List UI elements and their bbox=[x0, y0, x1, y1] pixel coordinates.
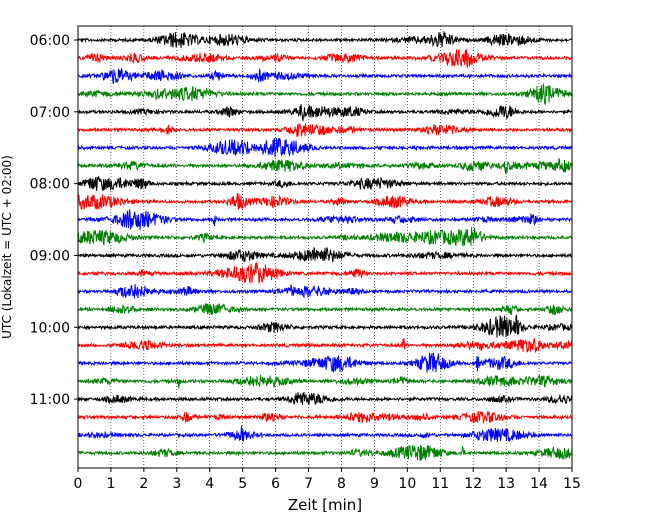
y-tick-label: 10:00 bbox=[30, 320, 70, 336]
x-tick-label: 3 bbox=[172, 476, 181, 492]
trace-0645 bbox=[77, 83, 573, 106]
x-tick-label: 12 bbox=[464, 476, 482, 492]
trace-0830 bbox=[77, 209, 573, 230]
x-tick-label: 14 bbox=[530, 476, 548, 492]
y-axis-ticks: 06:00 07:00 08:00 09:00 10:00 11:00 bbox=[30, 33, 78, 408]
plot-frame bbox=[77, 25, 573, 469]
trace-0700 bbox=[77, 104, 573, 122]
trace-1145 bbox=[77, 444, 573, 461]
y-tick-label: 11:00 bbox=[30, 392, 70, 408]
trace-0730 bbox=[77, 137, 573, 158]
trace-0900 bbox=[77, 246, 573, 263]
x-tick-label: 1 bbox=[106, 476, 115, 492]
trace-1015 bbox=[77, 337, 573, 353]
x-tick-label: 15 bbox=[563, 476, 581, 492]
trace-1045 bbox=[77, 374, 573, 389]
x-tick-label: 7 bbox=[304, 476, 313, 492]
x-tick-label: 4 bbox=[205, 476, 214, 492]
trace-0615 bbox=[77, 49, 573, 68]
trace-0630 bbox=[77, 67, 573, 84]
x-axis-ticks: 0 1 2 3 4 5 6 7 8 9 10 11 12 13 14 15 bbox=[74, 468, 581, 492]
x-tick-label: 2 bbox=[139, 476, 148, 492]
x-tick-label: 0 bbox=[74, 476, 83, 492]
trace-0745 bbox=[77, 157, 573, 174]
x-axis-label: Zeit [min] bbox=[288, 496, 362, 514]
x-tick-label: 9 bbox=[370, 476, 379, 492]
x-tick-label: 11 bbox=[431, 476, 449, 492]
y-tick-label: 06:00 bbox=[30, 33, 70, 49]
trace-0800 bbox=[77, 175, 573, 192]
trace-1100 bbox=[77, 391, 573, 406]
trace-0845 bbox=[77, 227, 573, 247]
x-tick-label: 8 bbox=[337, 476, 346, 492]
y-tick-label: 09:00 bbox=[30, 248, 70, 264]
trace-1000 bbox=[77, 314, 573, 338]
trace-1115 bbox=[77, 410, 573, 424]
x-tick-label: 5 bbox=[238, 476, 247, 492]
y-tick-label: 07:00 bbox=[30, 105, 70, 121]
trace-1030 bbox=[77, 352, 573, 373]
trace-0930 bbox=[77, 284, 573, 299]
trace-0915 bbox=[77, 261, 573, 284]
x-tick-label: 10 bbox=[398, 476, 416, 492]
x-tick-label: 6 bbox=[271, 476, 280, 492]
y-tick-label: 08:00 bbox=[30, 177, 70, 193]
trace-0600 bbox=[77, 31, 573, 48]
y-axis-label: UTC (Lokalzeit = UTC + 02:00) bbox=[0, 155, 14, 339]
seismic-traces bbox=[77, 31, 573, 461]
x-tick-label: 13 bbox=[497, 476, 515, 492]
trace-1130 bbox=[77, 425, 573, 443]
trace-0715 bbox=[77, 122, 573, 137]
trace-0945 bbox=[77, 302, 573, 315]
trace-0815 bbox=[77, 192, 573, 210]
